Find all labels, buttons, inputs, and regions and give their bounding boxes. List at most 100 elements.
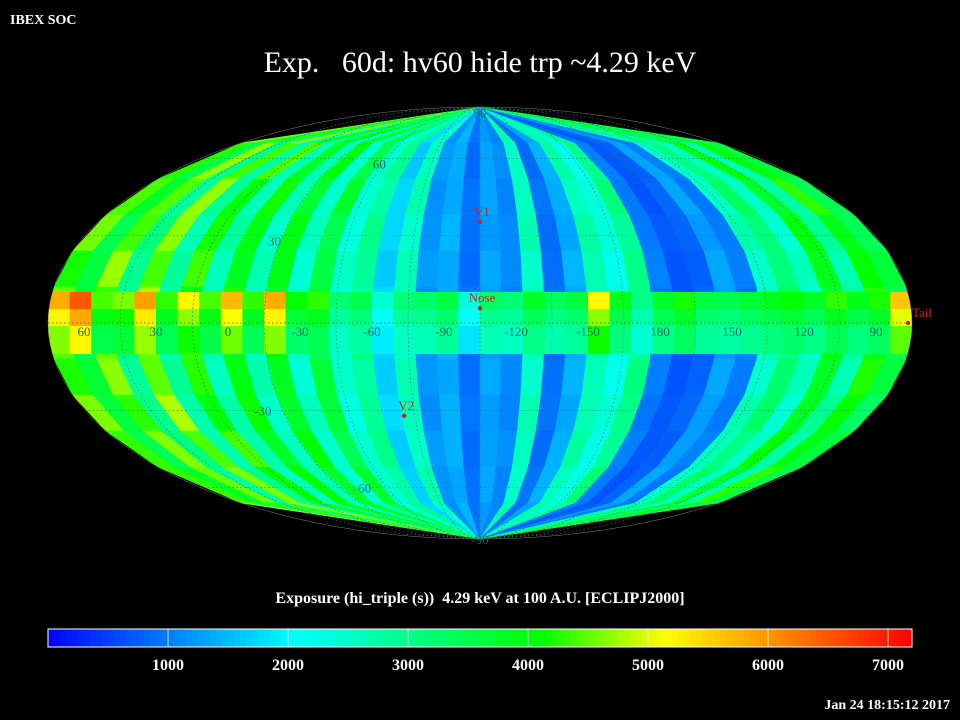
ecliptic-band-cell <box>69 326 92 354</box>
colorbar-segment <box>54 629 61 647</box>
colorbar-segment <box>666 629 673 647</box>
colorbar-frame <box>47 628 913 648</box>
colorbar-segment <box>618 629 625 647</box>
colorbar-segment <box>462 629 469 647</box>
longitude-tick-label: 90 <box>870 324 883 339</box>
ecliptic-band-cell <box>760 292 783 309</box>
exposure-cell <box>500 358 523 396</box>
colorbar-segment <box>840 629 847 647</box>
colorbar-segment <box>282 629 289 647</box>
longitude-tick-label: -90 <box>435 324 452 339</box>
map-outline <box>47 106 913 540</box>
ecliptic-band-cell <box>652 309 675 326</box>
ecliptic-band-cell <box>177 309 200 326</box>
marker-nose-label: Nose <box>469 290 496 305</box>
colorbar-segment <box>156 629 163 647</box>
colorbar-title: Exposure (hi_triple (s)) 4.29 keV at 100… <box>275 590 684 607</box>
ecliptic-band-cell <box>804 309 827 326</box>
marker-v1-dot <box>477 219 483 225</box>
colorbar-segment <box>900 629 907 647</box>
ecliptic-band-cell <box>544 292 567 309</box>
colorbar-segment <box>750 629 757 647</box>
sky-map <box>48 107 912 539</box>
longitude-tick-label: -30 <box>291 324 308 339</box>
colorbar-segment <box>312 629 319 647</box>
ecliptic-band-cell <box>480 309 503 326</box>
map-markers: V1 Nose V2 Tail <box>398 204 932 418</box>
ecliptic-band-cell <box>156 309 179 326</box>
ecliptic-band-cell <box>415 326 438 354</box>
colorbar-segment <box>414 629 421 647</box>
ecliptic-band-cell <box>458 292 481 309</box>
colorbar-segment <box>852 629 859 647</box>
ecliptic-band-cell <box>458 326 481 354</box>
colorbar-tick-label: 2000 <box>272 657 304 674</box>
colorbar-segment <box>498 629 505 647</box>
colorbar-segment <box>726 629 733 647</box>
colorbar-segment <box>648 629 655 647</box>
colorbar-tick-label: 5000 <box>632 657 664 674</box>
colorbar-segment <box>246 629 253 647</box>
colorbar-segment <box>468 629 475 647</box>
colorbar-segment <box>624 629 631 647</box>
colorbar-segment <box>606 629 613 647</box>
colorbar-segment <box>252 629 259 647</box>
ecliptic-band-cell <box>307 292 330 309</box>
colorbar-segment <box>522 629 529 647</box>
colorbar-segment <box>474 629 481 647</box>
ecliptic-band-cell <box>825 326 848 354</box>
colorbar-tick-label: 7000 <box>872 657 904 674</box>
colorbar-segment <box>600 629 607 647</box>
ecliptic-band-cell <box>177 326 200 354</box>
ecliptic-band-cell <box>760 309 783 326</box>
colorbar-segment <box>594 629 601 647</box>
colorbar-segment <box>864 629 871 647</box>
colorbar-segment <box>66 629 73 647</box>
ecliptic-band-cell <box>847 309 870 326</box>
exposure-cell <box>500 250 523 288</box>
colorbar-segment <box>672 629 679 647</box>
colorbar-segment <box>426 629 433 647</box>
colorbar-segment <box>582 629 589 647</box>
ecliptic-band-cell <box>156 292 179 309</box>
ecliptic-band-cell <box>285 326 308 354</box>
ecliptic-band-cell <box>134 292 157 309</box>
colorbar-segment <box>660 629 667 647</box>
colorbar-segment <box>714 629 721 647</box>
ecliptic-band-cell <box>739 326 762 354</box>
graticule-meridian <box>479 106 625 540</box>
colorbar-segment <box>780 629 787 647</box>
latitude-tick-label: -30 <box>254 403 271 418</box>
colorbar-tick-label: 3000 <box>392 657 424 674</box>
ecliptic-band-cell <box>652 326 675 354</box>
exposure-cell <box>373 250 399 288</box>
ecliptic-band-cell <box>890 292 912 309</box>
exposure-cell <box>479 250 502 288</box>
ecliptic-band-cell <box>48 309 71 326</box>
ecliptic-band-cell <box>674 326 697 354</box>
colorbar-segment <box>180 629 187 647</box>
ecliptic-band-cell <box>328 326 351 354</box>
colorbar-segment <box>84 629 91 647</box>
ecliptic-band-cell <box>868 309 891 326</box>
colorbar-segment <box>822 629 829 647</box>
colorbar-segment <box>654 629 661 647</box>
exposure-cell <box>415 358 440 396</box>
graticule-meridian <box>407 106 481 540</box>
colorbar-segment <box>486 629 493 647</box>
ecliptic-band-cell <box>480 326 503 354</box>
colorbar-segment <box>120 629 127 647</box>
colorbar-segment <box>390 629 397 647</box>
colorbar-segment <box>570 629 577 647</box>
colorbar-segment <box>210 629 217 647</box>
ecliptic-band-cell <box>631 326 654 354</box>
ecliptic-band-cell <box>69 292 92 309</box>
colorbar-segment <box>192 629 199 647</box>
ecliptic-band-cell <box>48 292 71 309</box>
colorbar-segment <box>786 629 793 647</box>
exposure-cell <box>437 250 460 288</box>
ecliptic-band-cell <box>566 309 589 326</box>
ecliptic-band-cell <box>804 326 827 354</box>
ecliptic-band-cell <box>242 326 265 354</box>
colorbar-segment <box>534 629 541 647</box>
